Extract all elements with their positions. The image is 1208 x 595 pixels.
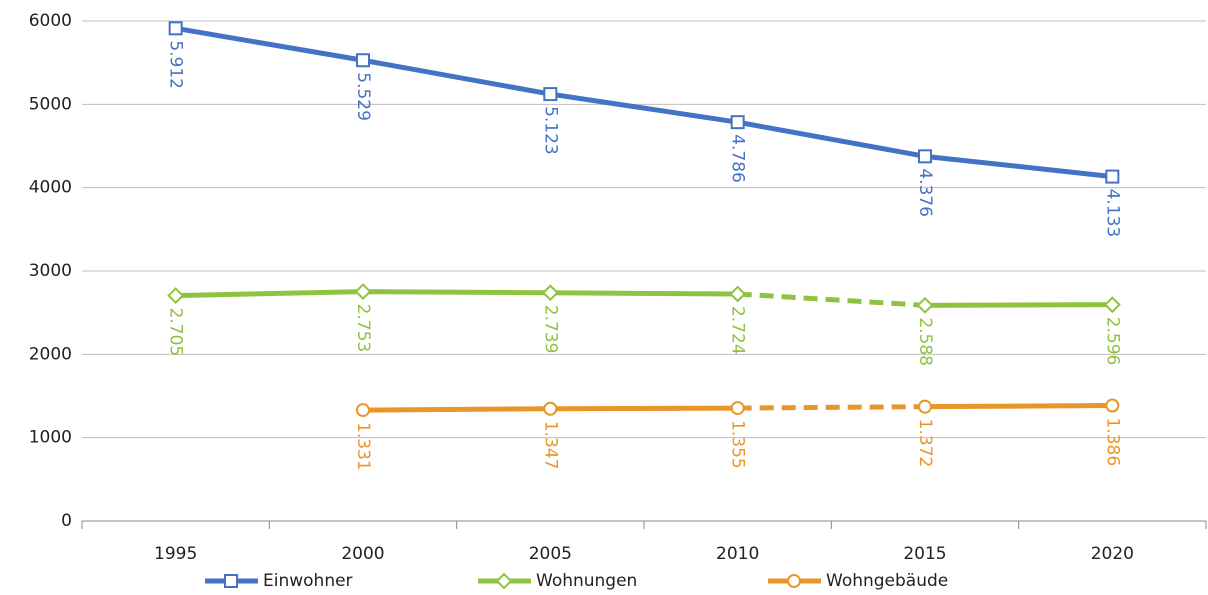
marker xyxy=(918,149,932,164)
marker xyxy=(1105,398,1120,413)
y-tick-label: 6000 xyxy=(29,11,72,31)
series-line xyxy=(175,289,738,299)
marker xyxy=(1105,169,1120,184)
y-tick-label: 5000 xyxy=(29,94,72,114)
value-label: 2.739 xyxy=(540,305,560,354)
value-label: 4.786 xyxy=(728,134,748,183)
value-label: 2.705 xyxy=(166,308,186,357)
series-line xyxy=(737,291,926,308)
series-line xyxy=(924,302,1113,308)
x-tick-label: 2020 xyxy=(1091,544,1134,564)
y-tick-label: 4000 xyxy=(29,178,72,198)
value-label: 2.724 xyxy=(728,306,748,355)
marker xyxy=(543,401,558,416)
value-label: 2.596 xyxy=(1102,317,1122,366)
x-tick-label: 2005 xyxy=(529,544,572,564)
marker xyxy=(918,399,932,414)
value-label: 1.372 xyxy=(915,419,935,468)
marker xyxy=(730,115,745,130)
marker xyxy=(916,296,934,314)
value-label: 1.347 xyxy=(540,421,560,470)
value-label: 5.529 xyxy=(353,72,373,121)
value-label: 4.133 xyxy=(1102,189,1122,238)
legend-label: Wohngebäude xyxy=(826,571,948,591)
value-label: 4.376 xyxy=(915,168,935,217)
legend-label: Einwohner xyxy=(263,571,353,591)
series-line xyxy=(924,403,1113,410)
marker xyxy=(167,287,185,304)
marker xyxy=(168,21,183,36)
marker xyxy=(729,285,747,303)
x-tick-label: 2015 xyxy=(903,544,946,564)
marker xyxy=(787,574,801,588)
legend-item: Wohngebäude xyxy=(768,571,948,591)
marker xyxy=(224,574,238,588)
value-label: 2.588 xyxy=(915,317,935,366)
value-label: 1.355 xyxy=(728,420,748,469)
y-tick-label: 0 xyxy=(61,511,72,531)
marker xyxy=(730,401,745,416)
marker xyxy=(541,284,559,302)
value-label: 1.386 xyxy=(1102,418,1122,467)
x-tick-label: 2010 xyxy=(716,544,759,564)
legend-item: Einwohner xyxy=(205,571,353,591)
x-tick-label: 1995 xyxy=(154,544,197,564)
marker xyxy=(354,283,372,300)
marker xyxy=(356,403,370,418)
series-line xyxy=(737,404,926,411)
y-tick-label: 3000 xyxy=(29,261,72,281)
value-label: 2.753 xyxy=(353,304,373,353)
marker xyxy=(356,53,370,68)
value-label: 5.912 xyxy=(166,40,186,89)
marker xyxy=(543,87,558,102)
legend-item: Wohnungen xyxy=(478,571,637,591)
value-label: 1.331 xyxy=(353,422,373,471)
marker xyxy=(1103,296,1121,314)
y-tick-label: 2000 xyxy=(29,344,72,364)
y-tick-label: 1000 xyxy=(29,428,72,448)
series-line xyxy=(175,25,1113,180)
value-label: 5.123 xyxy=(540,106,560,155)
x-tick-label: 2000 xyxy=(341,544,384,564)
marker xyxy=(495,572,513,590)
legend-label: Wohnungen xyxy=(536,571,637,591)
